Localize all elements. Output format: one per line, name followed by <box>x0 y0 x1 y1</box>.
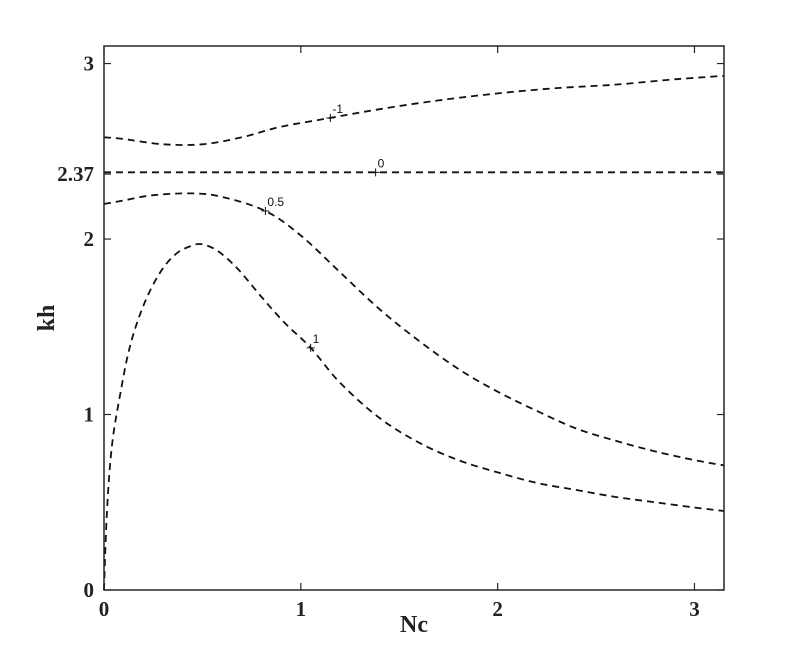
tick-layer <box>103 46 724 591</box>
x-tick-label-2: 2 <box>492 597 503 621</box>
curve-layer <box>103 74 725 591</box>
contour-line-0 <box>103 74 725 146</box>
x-tick-label-1: 1 <box>296 597 307 621</box>
plot-background <box>104 46 724 590</box>
y-tick-label-0: 0 <box>84 578 95 602</box>
tick-label-layer: 0 1 2 3 0 1 2 2.37 3 <box>57 52 699 621</box>
x-tick-label-0: 0 <box>99 597 110 621</box>
y-axis-title: kh <box>34 305 60 332</box>
x-tick-label-3: 3 <box>689 597 700 621</box>
contour-marker-3 <box>306 343 315 352</box>
x-axis-title: Nc <box>400 612 428 638</box>
contour-label-1: 0 <box>378 156 385 170</box>
marker-layer: -1 0 0.5 1 <box>261 102 385 352</box>
y-tick-label-1: 1 <box>84 403 95 427</box>
y-tick-label-4: 3 <box>84 52 95 76</box>
y-tick-label-2: 2 <box>84 227 95 251</box>
contour-marker-1 <box>371 168 380 177</box>
contour-label-2: 0.5 <box>267 195 284 209</box>
contour-label-0: -1 <box>332 102 343 116</box>
contour-line-3 <box>103 243 725 591</box>
y-tick-label-3: 2.37 <box>57 162 94 186</box>
contour-label-3: 1 <box>313 332 320 346</box>
contour-marker-0 <box>326 113 335 122</box>
contour-marker-2 <box>261 206 270 215</box>
contour-line-2 <box>103 192 725 467</box>
plot-frame <box>103 45 725 591</box>
